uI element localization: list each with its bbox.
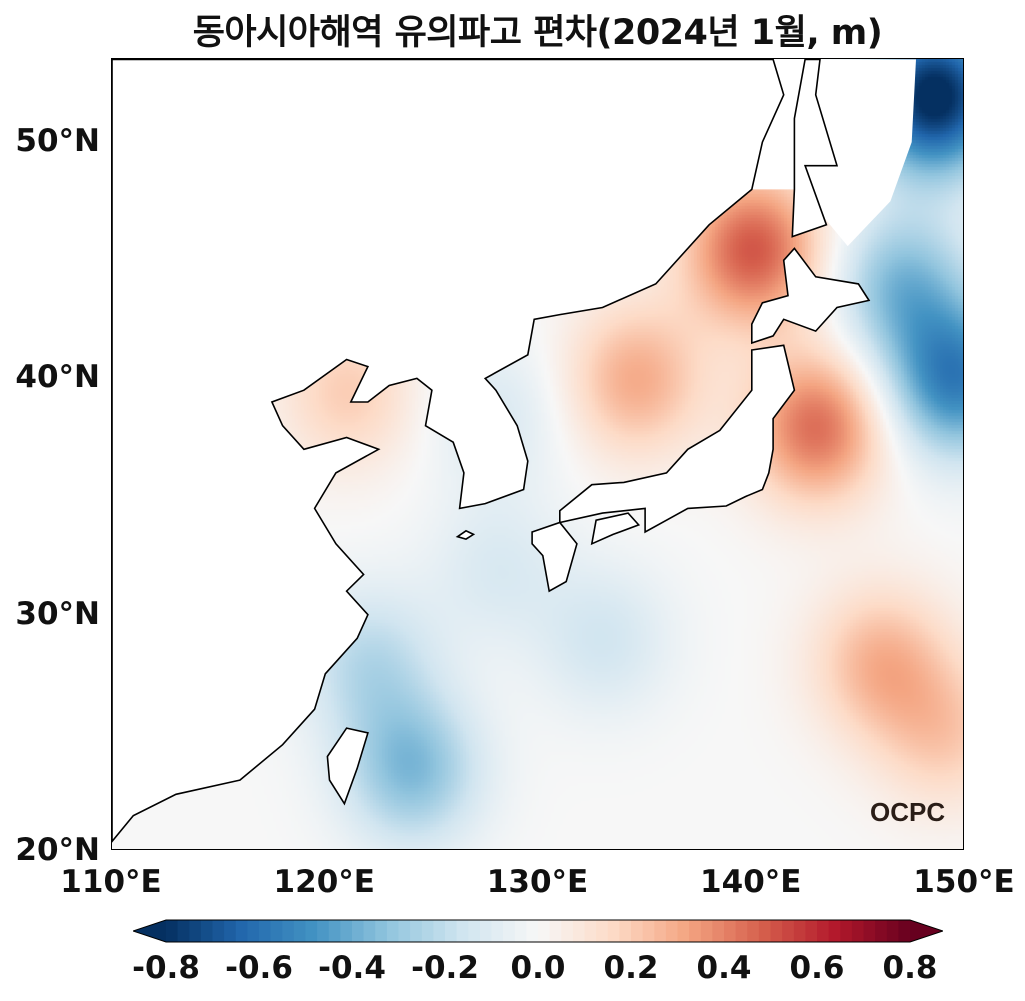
colorbar-tick-label: -0.6 (225, 950, 293, 986)
colorbar-tick-label: -0.2 (411, 950, 479, 986)
ocpc-logo: OCPC (870, 797, 946, 827)
kyushu (531, 521, 578, 593)
colorbar-tick-label: -0.8 (132, 950, 200, 986)
colorbar-segment (538, 920, 551, 942)
colorbar-segment (584, 920, 597, 942)
colorbar-segment (282, 920, 295, 942)
map-axes (111, 58, 964, 850)
colorbar-tick-label: 0.4 (696, 950, 752, 986)
colorbar-segment (561, 920, 574, 942)
colorbar-segment (712, 920, 725, 942)
colorbar-segment (770, 920, 783, 942)
mainland-asia (112, 59, 785, 843)
colorbar-tick-label: 0.6 (789, 950, 845, 986)
colorbar-segment (421, 920, 434, 942)
colorbar-segment (817, 920, 830, 942)
colorbar-segment (724, 920, 737, 942)
colorbar-segment (677, 920, 690, 942)
y-tick-label: 40°N (15, 359, 100, 396)
colorbar-segment (654, 920, 667, 942)
colorbar-segment (410, 920, 423, 942)
colorbar-segment (386, 920, 400, 942)
map-title: 동아시아해역 유의파고 편차(2024년 1월, m) (192, 13, 883, 53)
colorbar-segment (886, 920, 899, 942)
colorbar-segment (863, 920, 876, 942)
colorbar-segment (398, 920, 411, 942)
colorbar-segment (805, 920, 818, 942)
colorbar-segment (235, 920, 248, 942)
colorbar-segment (317, 920, 330, 942)
y-tick-label: 30°N (15, 595, 100, 632)
colorbar-segment (445, 920, 458, 942)
coastline-layer (112, 59, 916, 843)
shikoku (590, 512, 641, 546)
colorbar-segment (828, 920, 841, 942)
x-tick-label: 140°E (700, 864, 802, 900)
colorbar-segment (363, 920, 376, 942)
colorbar-segment (224, 920, 237, 942)
colorbar-segment (840, 920, 853, 942)
colorbar-segment (782, 920, 795, 942)
colorbar-segment (631, 920, 644, 942)
colorbar-tick-label: 0.8 (882, 950, 938, 986)
y-tick-label: 50°N (15, 123, 100, 160)
x-tick-label: 110°E (60, 864, 162, 900)
colorbar-segment (247, 920, 260, 942)
colorbar-segment (851, 920, 865, 942)
colorbar-segment (503, 920, 516, 942)
colorbar-segment (619, 920, 632, 942)
jeju (455, 529, 476, 540)
x-tick-label: 120°E (273, 864, 375, 900)
colorbar-segment (456, 920, 469, 942)
colorbar-tick-label: -0.4 (318, 950, 386, 986)
colorbar-segment (514, 920, 527, 942)
colorbar-segment (642, 920, 655, 942)
colorbar-max-extend (910, 920, 943, 942)
x-tick-label: 150°E (913, 864, 1015, 900)
colorbar-tick-label: 0.0 (510, 950, 566, 986)
colorbar-segment (596, 920, 609, 942)
colorbar-segment (270, 920, 283, 942)
hokkaido (750, 247, 871, 345)
colorbar-segment (468, 920, 481, 942)
colorbar-segment (875, 920, 888, 942)
honshu (558, 344, 796, 534)
colorbar-segment (689, 920, 702, 942)
colorbar-segment (212, 920, 225, 942)
colorbar-segment (758, 920, 772, 942)
colorbar-segment (549, 920, 562, 942)
y-tick-label: 20°N (15, 832, 100, 868)
colorbar-segment (793, 920, 806, 942)
colorbar (133, 919, 943, 943)
colorbar-segment (491, 920, 504, 942)
colorbar-segment (433, 920, 446, 942)
colorbar-segment (572, 920, 586, 942)
colorbar-segment (305, 920, 318, 942)
colorbar-segment (200, 920, 214, 942)
colorbar-segment (479, 920, 493, 942)
colorbar-segment (189, 920, 202, 942)
colorbar-segment (340, 920, 353, 942)
colorbar-segment (177, 920, 190, 942)
colorbar-min-extend (133, 920, 166, 942)
colorbar-segment (735, 920, 748, 942)
colorbar-segment (375, 920, 388, 942)
colorbar-segment (166, 920, 179, 942)
colorbar-segment (259, 920, 272, 942)
colorbar-tick-label: 0.2 (603, 950, 659, 986)
taiwan (326, 727, 369, 806)
colorbar-segment (328, 920, 341, 942)
colorbar-segment (352, 920, 365, 942)
colorbar-segment (607, 920, 620, 942)
sakhalin (791, 59, 839, 238)
colorbar-segment (526, 920, 539, 942)
colorbar-segment (898, 920, 911, 942)
colorbar-segment (293, 920, 307, 942)
colorbar-segment (665, 920, 679, 942)
colorbar-outline (133, 919, 943, 943)
colorbar-segment (700, 920, 713, 942)
colorbar-segment (747, 920, 760, 942)
x-tick-label: 130°E (486, 864, 589, 900)
